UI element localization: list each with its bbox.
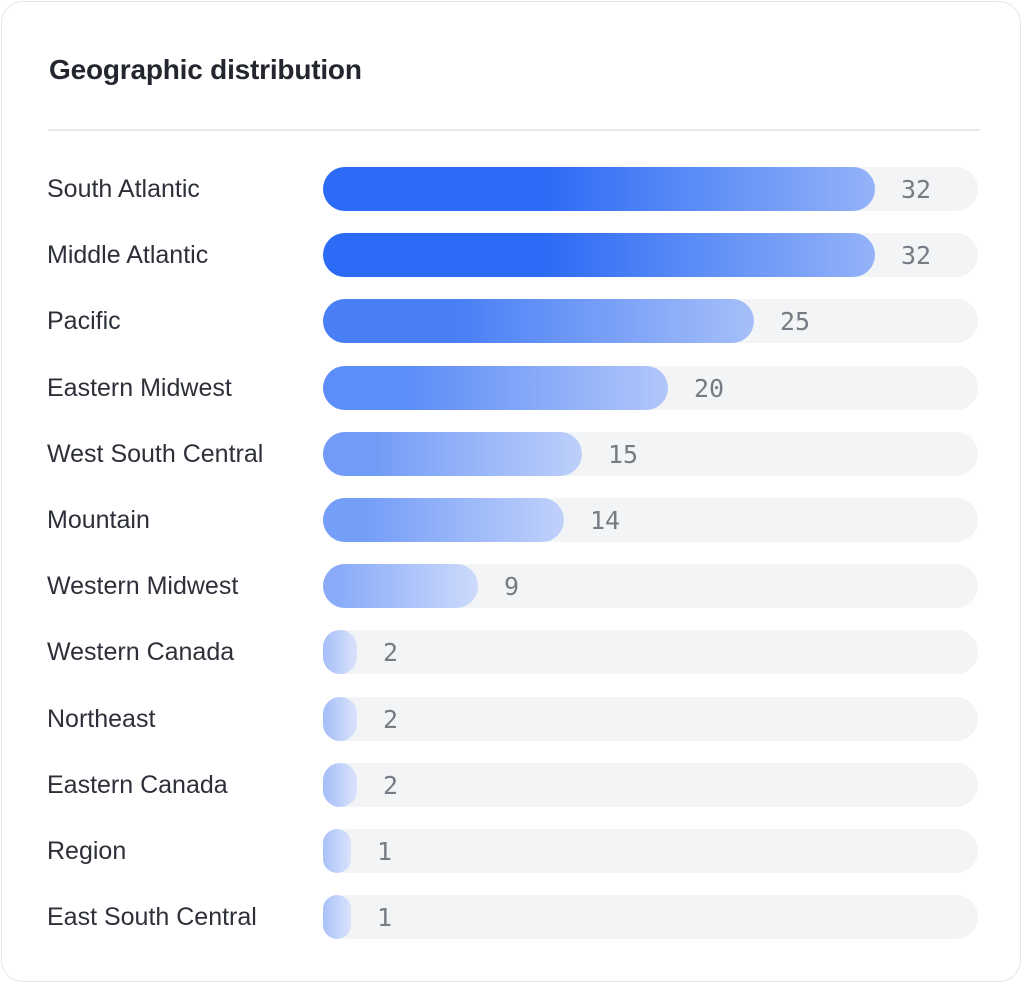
bar	[323, 564, 478, 608]
category-label: Middle Atlantic	[47, 241, 209, 269]
category-label: Region	[47, 837, 127, 865]
bar-value-label: 32	[901, 241, 932, 270]
bar-value-label: 1	[377, 837, 393, 866]
bar-track	[323, 829, 978, 873]
bar-value-label: 2	[383, 771, 399, 800]
bar-row: Eastern Midwest 20	[0, 366, 1024, 410]
category-label: Eastern Midwest	[47, 374, 232, 402]
bar	[323, 498, 564, 542]
title-divider	[48, 129, 980, 131]
bar-value-label: 20	[694, 374, 725, 403]
category-label: Pacific	[47, 307, 121, 335]
bar-track	[323, 895, 978, 939]
bar-value-label: 2	[383, 705, 399, 734]
bar-value-label: 9	[504, 572, 520, 601]
category-label: West South Central	[47, 440, 264, 468]
bar-track	[323, 763, 978, 807]
category-label: East South Central	[47, 903, 257, 931]
bar-track	[323, 697, 978, 741]
bar	[323, 763, 357, 807]
category-label: Western Canada	[47, 638, 235, 666]
bar-row: Pacific 25	[0, 299, 1024, 343]
bar-row: East South Central 1	[0, 895, 1024, 939]
bar-row: Northeast 2	[0, 697, 1024, 741]
category-label: Northeast	[47, 705, 156, 733]
bar	[323, 366, 668, 410]
bar	[323, 895, 351, 939]
bar-row: Western Canada 2	[0, 630, 1024, 674]
bar-row: Western Midwest 9	[0, 564, 1024, 608]
bar	[323, 432, 582, 476]
bar-value-label: 25	[780, 307, 811, 336]
bar-row: Middle Atlantic 32	[0, 233, 1024, 277]
bar-row: Mountain 14	[0, 498, 1024, 542]
category-label: Eastern Canada	[47, 771, 228, 799]
bar	[323, 697, 357, 741]
category-label: Western Midwest	[47, 572, 239, 600]
bar-value-label: 32	[901, 175, 932, 204]
bar-track	[323, 630, 978, 674]
bar-row: Eastern Canada 2	[0, 763, 1024, 807]
bar-row: South Atlantic 32	[0, 167, 1024, 211]
bar	[323, 630, 357, 674]
category-label: South Atlantic	[47, 175, 200, 203]
bar-row: Region 1	[0, 829, 1024, 873]
bar	[323, 299, 754, 343]
bar	[323, 167, 875, 211]
bar-value-label: 2	[383, 638, 399, 667]
bar-value-label: 14	[590, 506, 621, 535]
bar-row: West South Central 15	[0, 432, 1024, 476]
bar-value-label: 1	[377, 903, 393, 932]
card-title: Geographic distribution	[49, 54, 362, 85]
bar	[323, 829, 351, 873]
bar	[323, 233, 875, 277]
category-label: Mountain	[47, 506, 150, 534]
bar-value-label: 15	[608, 440, 639, 469]
